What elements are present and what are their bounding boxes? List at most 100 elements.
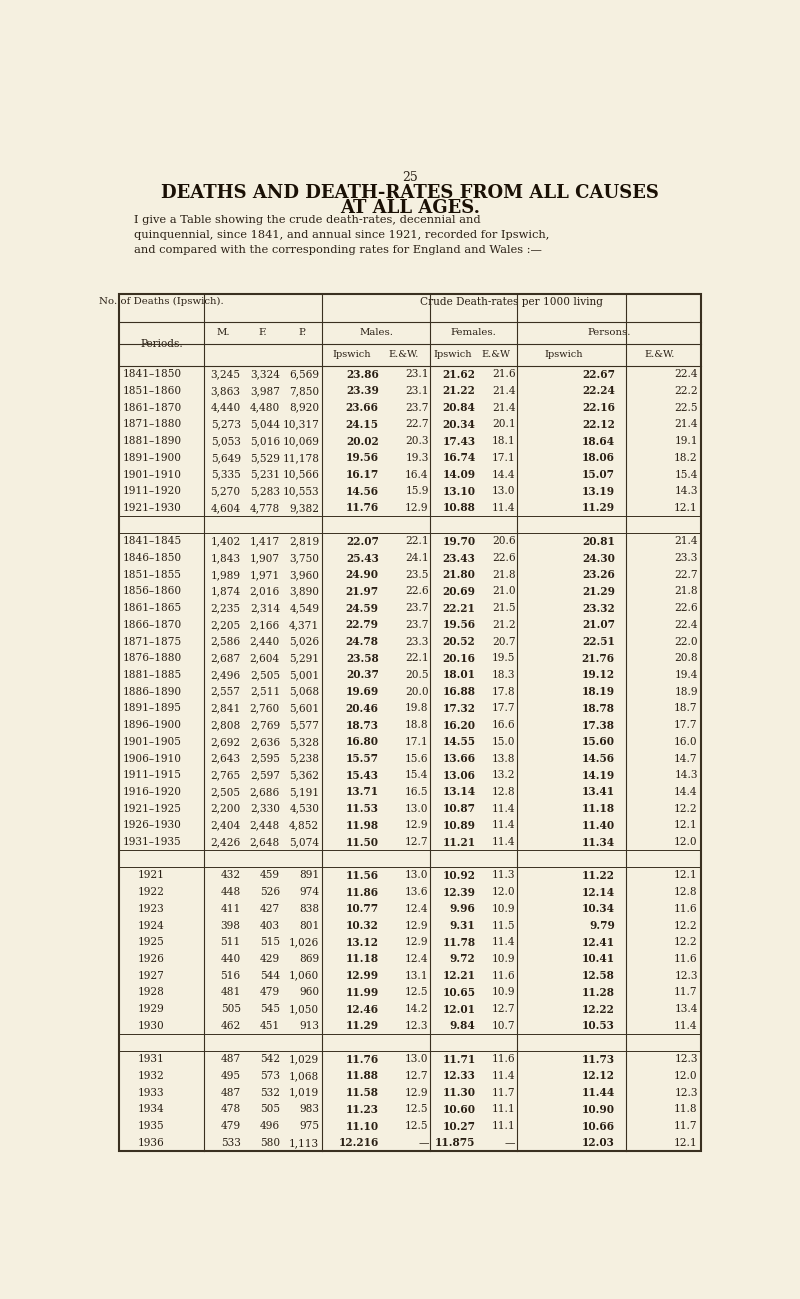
Text: 5,529: 5,529 [250, 453, 280, 462]
Text: 13.06: 13.06 [442, 770, 475, 781]
Text: 511: 511 [221, 938, 241, 947]
Text: 20.34: 20.34 [442, 418, 475, 430]
Text: 11.4: 11.4 [492, 821, 515, 830]
Text: 12.33: 12.33 [442, 1070, 475, 1082]
Text: 481: 481 [221, 987, 241, 998]
Text: 2,505: 2,505 [210, 787, 241, 796]
Text: 23.86: 23.86 [346, 369, 378, 379]
Text: 1,026: 1,026 [289, 938, 319, 947]
Text: 15.4: 15.4 [674, 469, 698, 479]
Text: I give a Table showing the crude death-rates, decennial and
quinquennial, since : I give a Table showing the crude death-r… [134, 214, 550, 256]
Text: 2,687: 2,687 [210, 653, 241, 664]
Text: 19.70: 19.70 [442, 536, 475, 547]
Text: 11.5: 11.5 [492, 921, 515, 930]
Text: 5,053: 5,053 [211, 436, 241, 446]
Text: 1901–1910: 1901–1910 [122, 469, 182, 479]
Text: 12.7: 12.7 [405, 837, 429, 847]
Text: 11.23: 11.23 [346, 1104, 378, 1115]
Text: 1,050: 1,050 [289, 1004, 319, 1015]
Text: 1,907: 1,907 [250, 553, 280, 562]
Text: 22.4: 22.4 [674, 369, 698, 379]
Text: 5,191: 5,191 [290, 787, 319, 796]
Text: 1929: 1929 [138, 1004, 164, 1015]
Text: Ipswich: Ipswich [544, 351, 582, 360]
Text: 1926–1930: 1926–1930 [122, 821, 181, 830]
Text: 12.39: 12.39 [442, 887, 475, 898]
Text: 1916–1920: 1916–1920 [122, 787, 182, 796]
Text: 18.73: 18.73 [346, 720, 378, 730]
Text: 1934: 1934 [138, 1104, 164, 1115]
Text: 1924: 1924 [138, 921, 164, 930]
Text: 532: 532 [260, 1087, 280, 1098]
Text: 2,643: 2,643 [210, 753, 241, 764]
Text: 20.52: 20.52 [442, 637, 475, 647]
Text: 17.1: 17.1 [492, 453, 515, 462]
Text: 12.46: 12.46 [346, 1004, 378, 1015]
Text: 2,330: 2,330 [250, 804, 280, 813]
Text: 5,273: 5,273 [210, 420, 241, 430]
Text: 21.4: 21.4 [674, 420, 698, 430]
Text: 9.31: 9.31 [450, 920, 475, 931]
Text: 12.7: 12.7 [492, 1004, 515, 1015]
Text: 6,569: 6,569 [290, 369, 319, 379]
Text: 21.80: 21.80 [442, 569, 475, 581]
Text: 1,113: 1,113 [289, 1138, 319, 1148]
Text: 11.6: 11.6 [492, 970, 515, 981]
Text: 1921: 1921 [138, 870, 164, 881]
Text: 12.9: 12.9 [405, 938, 429, 947]
Text: 11.50: 11.50 [346, 837, 378, 847]
Text: 11.4: 11.4 [674, 1021, 698, 1031]
Text: 10.89: 10.89 [442, 820, 475, 831]
Text: 18.64: 18.64 [582, 435, 615, 447]
Text: 12.5: 12.5 [405, 1121, 429, 1131]
Text: 12.8: 12.8 [674, 887, 698, 898]
Text: 10.65: 10.65 [442, 987, 475, 998]
Text: 4,480: 4,480 [250, 403, 280, 413]
Text: 20.3: 20.3 [405, 436, 429, 446]
Text: 23.1: 23.1 [405, 369, 429, 379]
Text: 451: 451 [260, 1021, 280, 1031]
Text: 2,016: 2,016 [250, 586, 280, 596]
Text: 3,960: 3,960 [290, 570, 319, 579]
Text: 10,317: 10,317 [282, 420, 319, 430]
Text: 9.84: 9.84 [450, 1020, 475, 1031]
Text: 18.01: 18.01 [442, 669, 475, 681]
Text: 22.51: 22.51 [582, 637, 615, 647]
Text: 19.1: 19.1 [674, 436, 698, 446]
Text: 1931: 1931 [138, 1055, 164, 1064]
Text: 11,178: 11,178 [282, 453, 319, 462]
Text: 2,769: 2,769 [250, 720, 280, 730]
Text: 2,557: 2,557 [210, 687, 241, 696]
Text: 22.6: 22.6 [405, 586, 429, 596]
Text: 1851–1855: 1851–1855 [122, 570, 181, 579]
Text: 12.0: 12.0 [674, 1070, 698, 1081]
Text: 22.4: 22.4 [674, 620, 698, 630]
Text: 403: 403 [260, 921, 280, 930]
Text: Ipswich: Ipswich [433, 351, 471, 360]
Text: 23.58: 23.58 [346, 653, 378, 664]
Text: 21.5: 21.5 [492, 603, 515, 613]
Text: 21.4: 21.4 [674, 536, 698, 547]
Text: 14.3: 14.3 [674, 486, 698, 496]
Text: 1901–1905: 1901–1905 [122, 737, 181, 747]
Text: 12.0: 12.0 [674, 837, 698, 847]
Text: 542: 542 [260, 1055, 280, 1064]
Text: 1,402: 1,402 [210, 536, 241, 547]
Text: 22.7: 22.7 [674, 570, 698, 579]
Text: 12.22: 12.22 [582, 1004, 615, 1015]
Text: 9.72: 9.72 [450, 953, 475, 964]
Text: 16.80: 16.80 [346, 737, 378, 747]
Text: 11.4: 11.4 [492, 938, 515, 947]
Text: 11.6: 11.6 [674, 953, 698, 964]
Text: 1866–1870: 1866–1870 [122, 620, 182, 630]
Text: 11.18: 11.18 [346, 953, 378, 964]
Text: 13.71: 13.71 [346, 786, 378, 798]
Text: Ipswich: Ipswich [333, 351, 371, 360]
Text: 24.90: 24.90 [346, 569, 378, 581]
Text: 2,604: 2,604 [250, 653, 280, 664]
Text: Periods.: Periods. [140, 339, 182, 349]
Text: 12.216: 12.216 [338, 1137, 378, 1148]
Text: 17.8: 17.8 [492, 687, 515, 696]
Text: 10.92: 10.92 [442, 870, 475, 881]
Text: 432: 432 [221, 870, 241, 881]
